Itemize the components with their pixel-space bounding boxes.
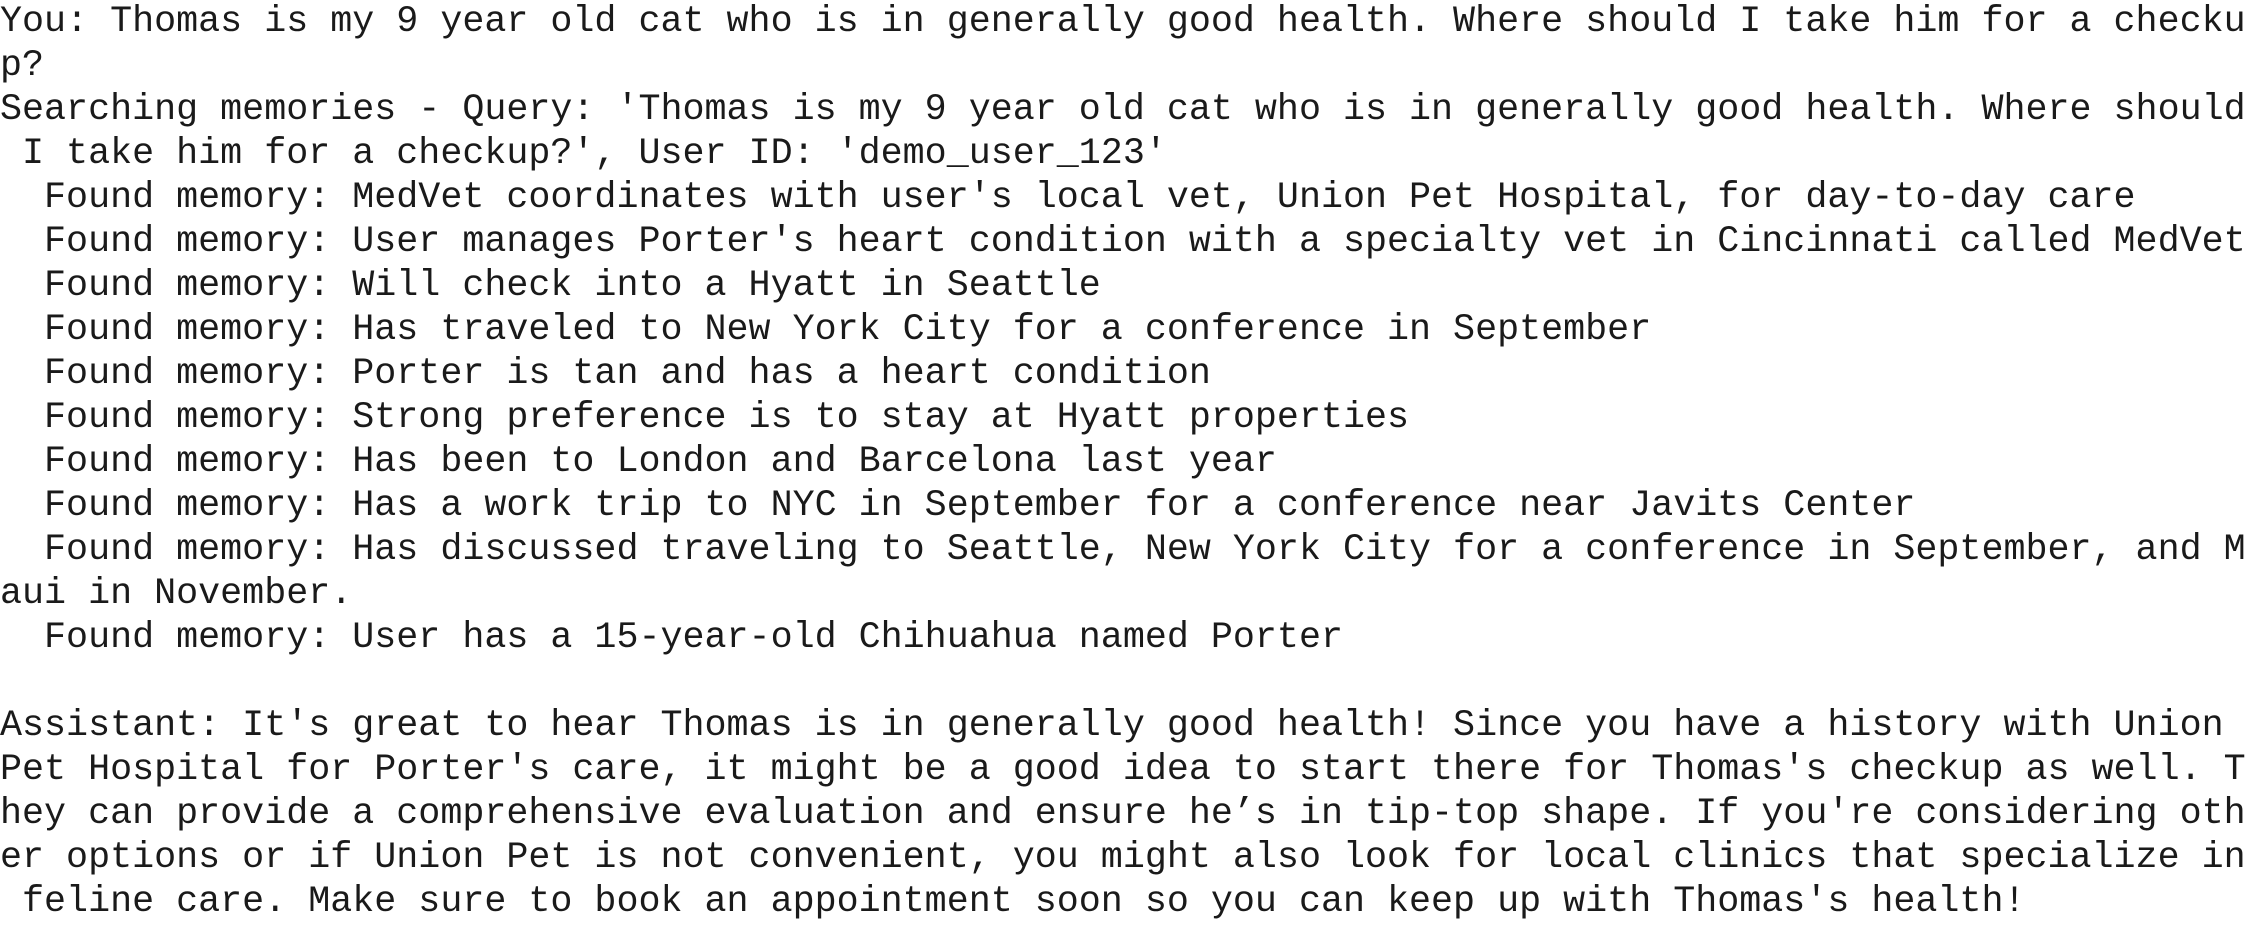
terminal-line: Found memory: Has discussed traveling to… (0, 529, 2246, 571)
terminal-line: Found memory: Will check into a Hyatt in… (0, 265, 1101, 307)
user-turn: You: Thomas is my 9 year old cat who is … (0, 0, 2248, 88)
terminal-line: You: Thomas is my 9 year old cat who is … (0, 1, 2246, 43)
terminal-line: er options or if Union Pet is not conven… (0, 837, 2246, 879)
terminal-line: feline care. Make sure to book an appoin… (0, 881, 2026, 923)
terminal-line: Found memory: Has been to London and Bar… (0, 441, 1277, 483)
terminal-line: Assistant: It's great to hear Thomas is … (0, 705, 2224, 747)
assistant-reply: Assistant: It's great to hear Thomas is … (0, 704, 2248, 924)
blank-line (0, 660, 2248, 704)
terminal-line: Found memory: User has a 15-year-old Chi… (0, 617, 1343, 659)
terminal-line: Found memory: Porter is tan and has a he… (0, 353, 1211, 395)
terminal-line: Searching memories - Query: 'Thomas is m… (0, 89, 2246, 131)
terminal-line: Found memory: MedVet coordinates with us… (0, 177, 2136, 219)
terminal-line: aui in November. (0, 573, 353, 615)
terminal-line: p? (0, 45, 45, 87)
terminal-line: Found memory: Strong preference is to st… (0, 397, 1410, 439)
terminal-line: I take him for a checkup?', User ID: 'de… (0, 133, 1167, 175)
terminal-line: hey can provide a comprehensive evaluati… (0, 793, 2246, 835)
terminal-line: Pet Hospital for Porter's care, it might… (0, 749, 2246, 791)
terminal-line: Found memory: User manages Porter's hear… (0, 221, 2246, 263)
memory-search: Searching memories - Query: 'Thomas is m… (0, 88, 2248, 660)
terminal-line: Found memory: Has traveled to New York C… (0, 309, 1652, 351)
terminal-line: Found memory: Has a work trip to NYC in … (0, 485, 1916, 527)
